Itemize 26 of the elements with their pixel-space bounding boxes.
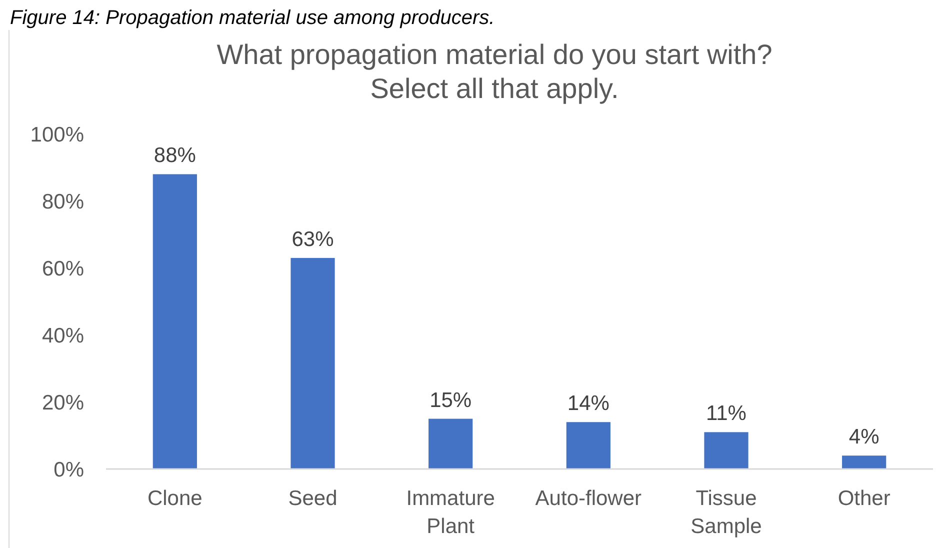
- data-label: 11%: [706, 402, 746, 426]
- bar: [428, 418, 473, 469]
- y-tick-label: 40%: [42, 324, 84, 348]
- x-tick-label: Immature Plant: [406, 487, 495, 538]
- data-label: 14%: [567, 392, 610, 416]
- x-tick-label: Clone: [147, 487, 202, 510]
- data-label: 63%: [292, 228, 334, 251]
- caption: Figure 14: Propagation material use among producers.: [10, 7, 495, 29]
- data-label: 15%: [430, 388, 472, 412]
- bar: [290, 258, 335, 469]
- x-tick-label: Seed: [288, 487, 338, 510]
- y-tick-label: 20%: [42, 391, 84, 414]
- x-tick-label: Auto-flower: [535, 487, 642, 510]
- bar: [842, 456, 886, 469]
- bar: [152, 174, 197, 469]
- bar: [566, 422, 610, 469]
- chart-title: What propagation material do you start with? Select all that apply.: [216, 39, 772, 104]
- x-tick-label: Tissue Sample: [690, 487, 762, 538]
- data-label: 88%: [154, 144, 196, 168]
- y-tick-label: 60%: [42, 257, 84, 280]
- data-label: 4%: [848, 426, 880, 449]
- y-tick-label: 0%: [54, 458, 84, 482]
- bar: [704, 432, 748, 469]
- y-tick-label: 80%: [42, 190, 84, 214]
- x-tick-label: Other: [838, 487, 890, 510]
- y-tick-label: 100%: [30, 123, 84, 146]
